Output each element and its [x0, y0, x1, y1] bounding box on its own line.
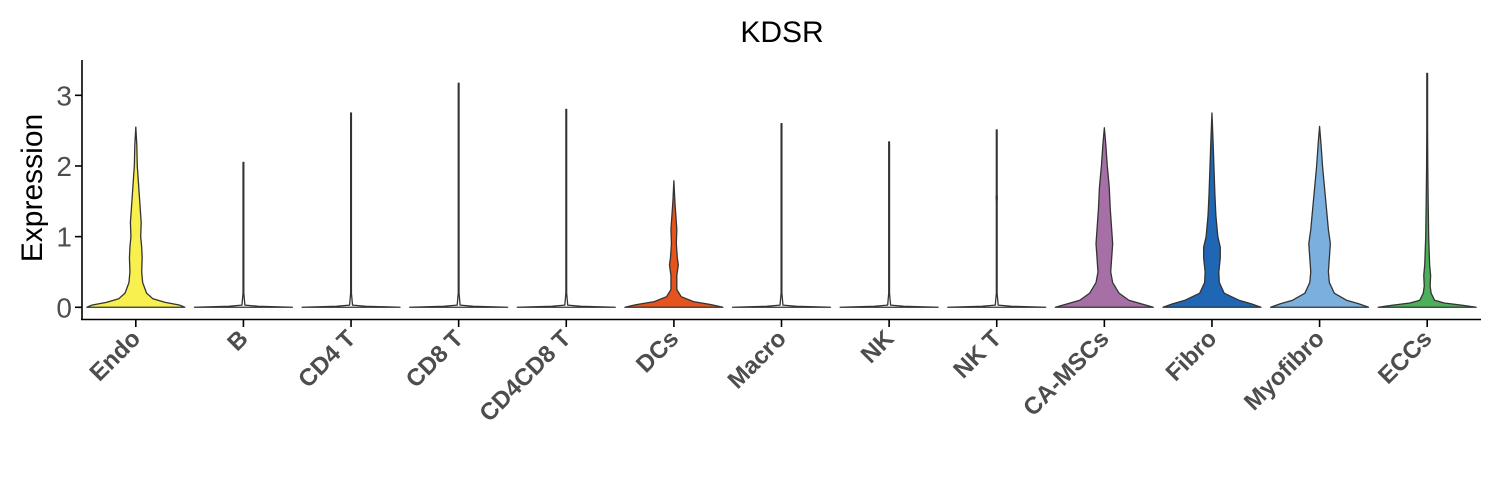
violin-myofibro — [1269, 125, 1370, 308]
violins-group — [86, 72, 1477, 308]
x-tick-label: B — [222, 325, 253, 356]
violin-cd4-t — [301, 112, 401, 308]
violin-eccs — [1377, 72, 1477, 308]
x-tick-label: CD4 T — [293, 325, 361, 393]
x-tick-label: Myofibro — [1239, 325, 1330, 416]
x-ticks-group: Endo B CD4 T CD8 T CD4CD8 T DCs Macro NK NK T CA-… — [85, 320, 1437, 427]
y-tick-label: 1 — [56, 222, 72, 253]
x-tick-label: NK — [856, 325, 900, 369]
x-tick-label: ECCs — [1373, 325, 1437, 389]
x-tick-label: Macro — [723, 325, 792, 394]
x-tick-label: NK T — [948, 325, 1007, 384]
violin-nk — [839, 141, 939, 308]
x-tick-label: CD4CD8 T — [474, 325, 576, 427]
x-tick-label: Endo — [85, 325, 147, 387]
y-tick-label: 3 — [56, 80, 72, 111]
violin-dcs — [624, 180, 724, 308]
x-tick-label: DCs — [631, 325, 684, 378]
violin-cd4cd8-t — [516, 108, 616, 308]
violin-endo — [86, 126, 186, 308]
violin-b — [193, 161, 294, 308]
violin-nk-t — [947, 129, 1047, 308]
violin-fibro — [1162, 112, 1262, 308]
y-tick-label: 2 — [56, 151, 72, 182]
y-ticks-group: 0 1 2 3 — [56, 80, 82, 323]
violin-cd8-t — [409, 82, 509, 308]
chart-title: KDSR — [740, 16, 823, 49]
violin-ca-mscs — [1054, 127, 1154, 308]
y-axis-label: Expression — [16, 114, 49, 262]
y-tick-label: 0 — [56, 292, 72, 323]
x-tick-label: CA-MSCs — [1018, 325, 1114, 421]
violin-macro — [731, 122, 832, 308]
x-tick-label: Fibro — [1161, 325, 1223, 387]
x-tick-label: CD8 T — [401, 325, 469, 393]
